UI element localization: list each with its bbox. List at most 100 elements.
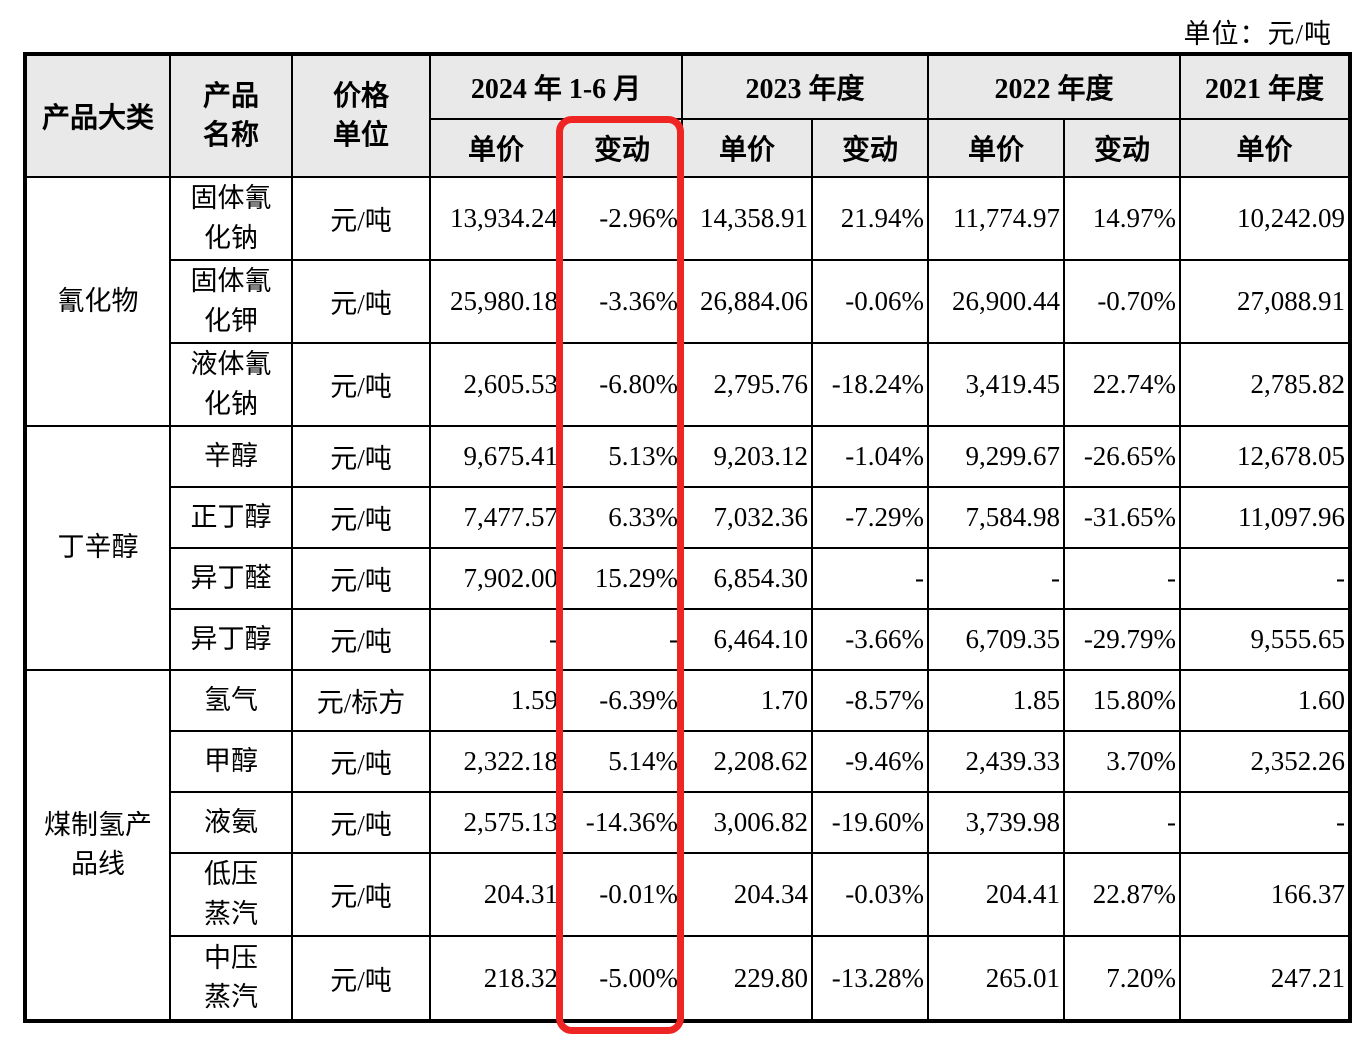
value-cell: 2,322.18 <box>429 730 563 793</box>
value-cell: 25,980.18 <box>429 259 563 344</box>
value-cell: 1.59 <box>429 669 563 732</box>
value-cell: 7,032.36 <box>681 486 814 549</box>
price-unit-cell: 元/吨 <box>291 176 431 261</box>
value-cell: -0.01% <box>560 852 684 937</box>
header-row-periods: 产品大类 产品 名称 价格 单位 2024 年 1-6 月 2023 年度 20… <box>24 53 1352 178</box>
price-unit-cell: 元/吨 <box>291 425 431 488</box>
value-cell: - <box>1179 791 1352 854</box>
value-cell: 5.13% <box>560 425 684 488</box>
group-cell-cyanide: 氰化物 <box>24 176 171 427</box>
value-cell: - <box>811 547 930 610</box>
table-row: 丁辛醇 辛醇 元/吨 9,675.41 5.13% 9,203.12 -1.04… <box>24 425 1352 671</box>
value-cell: 2,208.62 <box>681 730 814 793</box>
value-cell: 2,575.13 <box>429 791 563 854</box>
price-unit-cell: 元/吨 <box>291 852 431 937</box>
group-cell-coal-hydrogen: 煤制氢产 品线 <box>24 669 171 1022</box>
value-cell: 21.94% <box>811 176 930 261</box>
value-cell: 229.80 <box>681 935 814 1022</box>
value-cell: -7.29% <box>811 486 930 549</box>
product-name-cell: 正丁醇 <box>169 486 293 549</box>
product-name-cell: 氢气 <box>169 669 293 732</box>
product-name-cell: 低压 蒸汽 <box>169 852 293 937</box>
value-cell: 2,785.82 <box>1179 342 1352 427</box>
value-cell: 9,555.65 <box>1179 608 1352 671</box>
value-cell: -3.36% <box>560 259 684 344</box>
header-2024-change: 变动 <box>560 118 684 178</box>
value-cell: 6.33% <box>560 486 684 549</box>
value-cell: -0.70% <box>1063 259 1182 344</box>
value-cell: 11,097.96 <box>1179 486 1352 549</box>
value-cell: 1.85 <box>927 669 1066 732</box>
value-cell: 13,934.24 <box>429 176 563 261</box>
price-unit-cell: 元/标方 <box>291 669 431 732</box>
value-cell: -9.46% <box>811 730 930 793</box>
value-cell: 10,242.09 <box>1179 176 1352 261</box>
product-name-cell: 中压 蒸汽 <box>169 935 293 1022</box>
product-name-cell: 辛醇 <box>169 425 293 488</box>
value-cell: 3,419.45 <box>927 342 1066 427</box>
value-cell: 26,900.44 <box>927 259 1066 344</box>
value-cell: 22.74% <box>1063 342 1182 427</box>
header-period-2021: 2021 年度 <box>1179 53 1352 120</box>
value-cell: -18.24% <box>811 342 930 427</box>
header-2023-price: 单价 <box>681 118 814 178</box>
value-cell: -26.65% <box>1063 425 1182 488</box>
value-cell: -6.80% <box>560 342 684 427</box>
value-cell: 7,902.00 <box>429 547 563 610</box>
value-cell: - <box>429 608 563 671</box>
table-row: 中压 蒸汽 元/吨 218.32 -5.00% 229.80 -13.28% 2… <box>25 935 1352 1022</box>
header-price-unit: 价格 单位 <box>291 53 431 178</box>
table-row: 固体氰 化钾 元/吨 25,980.18 -3.36% 26,884.06 -0… <box>25 259 1352 344</box>
value-cell: -1.04% <box>811 425 930 488</box>
value-cell: 15.29% <box>560 547 684 610</box>
price-table: 产品大类 产品 名称 价格 单位 2024 年 1-6 月 2023 年度 20… <box>23 52 1353 1023</box>
header-period-2022: 2022 年度 <box>927 53 1182 120</box>
header-row-subcolumns: 单价 变动 单价 变动 单价 变动 单价 <box>25 118 1352 178</box>
value-cell: 204.41 <box>927 852 1066 937</box>
price-unit-cell: 元/吨 <box>291 791 431 854</box>
table-row: 煤制氢产 品线 氢气 元/标方 1.59 -6.39% 1.70 -8.57% … <box>24 669 1352 1022</box>
value-cell: -3.66% <box>811 608 930 671</box>
product-name-cell: 甲醇 <box>169 730 293 793</box>
value-cell: 2,352.26 <box>1179 730 1352 793</box>
product-name-cell: 液氨 <box>169 791 293 854</box>
price-unit-cell: 元/吨 <box>291 259 431 344</box>
value-cell: 14,358.91 <box>681 176 814 261</box>
value-cell: 14.97% <box>1063 176 1182 261</box>
value-cell: 204.31 <box>429 852 563 937</box>
value-cell: 9,203.12 <box>681 425 814 488</box>
header-2021-price: 单价 <box>1179 118 1352 178</box>
value-cell: -0.03% <box>811 852 930 937</box>
header-product-name: 产品 名称 <box>169 53 293 178</box>
price-unit-cell: 元/吨 <box>291 547 431 610</box>
value-cell: 9,675.41 <box>429 425 563 488</box>
value-cell: - <box>1063 791 1182 854</box>
price-unit-cell: 元/吨 <box>291 486 431 549</box>
value-cell: - <box>927 547 1066 610</box>
value-cell: 7.20% <box>1063 935 1182 1022</box>
value-cell: -2.96% <box>560 176 684 261</box>
header-period-2024: 2024 年 1-6 月 <box>428 53 684 120</box>
value-cell: -14.36% <box>560 791 684 854</box>
value-cell: 26,884.06 <box>681 259 814 344</box>
table-row: 异丁醛 元/吨 7,902.00 15.29% 6,854.30 - - - - <box>25 547 1352 610</box>
value-cell: -13.28% <box>811 935 930 1022</box>
header-category: 产品大类 <box>24 53 171 178</box>
table-row: 甲醇 元/吨 2,322.18 5.14% 2,208.62 -9.46% 2,… <box>25 730 1352 793</box>
value-cell: 6,464.10 <box>681 608 814 671</box>
value-cell: -8.57% <box>811 669 930 732</box>
price-unit-cell: 元/吨 <box>291 608 431 671</box>
value-cell: 2,605.53 <box>429 342 563 427</box>
price-unit-cell: 元/吨 <box>291 342 431 427</box>
price-unit-cell: 元/吨 <box>291 730 431 793</box>
value-cell: 12,678.05 <box>1179 425 1352 488</box>
value-cell: -29.79% <box>1063 608 1182 671</box>
value-cell: -6.39% <box>560 669 684 732</box>
value-cell: 2,795.76 <box>681 342 814 427</box>
price-unit-cell: 元/吨 <box>291 935 431 1022</box>
header-2023-change: 变动 <box>811 118 930 178</box>
value-cell: -0.06% <box>811 259 930 344</box>
header-2024-price: 单价 <box>429 118 563 178</box>
table-row: 氰化物 固体氰 化钠 元/吨 13,934.24 -2.96% 14,358.9… <box>24 176 1352 427</box>
